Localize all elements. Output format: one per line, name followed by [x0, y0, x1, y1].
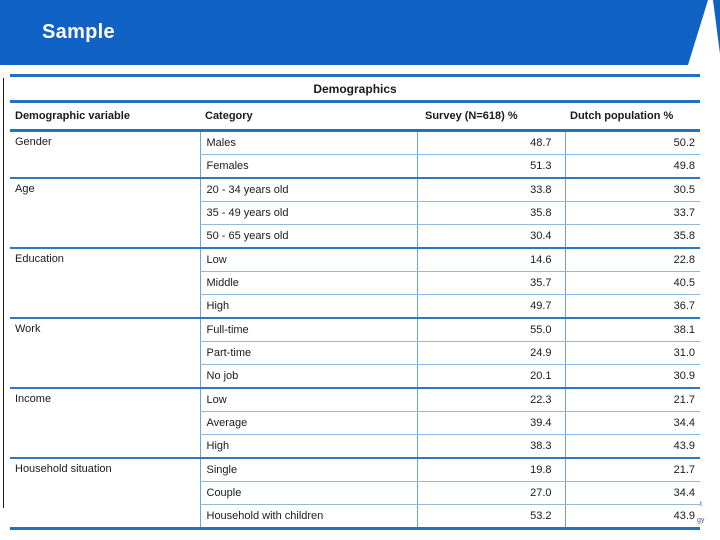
category-cell: Males	[199, 130, 417, 155]
category-cell: Low	[199, 388, 417, 412]
population-cell: 30.5	[564, 178, 701, 202]
population-cell: 30.9	[564, 364, 701, 389]
variable-cell: Age	[10, 178, 200, 249]
population-cell: 31.0	[564, 341, 701, 365]
survey-cell: 33.8	[416, 178, 565, 202]
survey-cell: 22.3	[416, 388, 565, 412]
population-cell: 49.8	[564, 154, 701, 179]
survey-cell: 55.0	[416, 318, 565, 342]
slide-title: Sample	[42, 21, 115, 43]
survey-cell: 24.9	[416, 341, 565, 365]
survey-cell: 53.2	[416, 504, 565, 530]
population-cell: 40.5	[564, 271, 701, 295]
variable-cell: Income	[10, 388, 200, 459]
table-row: High 49.7 36.7	[10, 294, 701, 319]
population-cell: 34.4	[564, 481, 701, 505]
survey-cell: 48.7	[416, 130, 565, 155]
survey-cell: 51.3	[416, 154, 565, 179]
table-row: Middle 35.7 40.5	[10, 271, 701, 295]
left-edge-rule	[3, 78, 4, 508]
category-cell: Low	[199, 248, 417, 272]
table-row: Part-time 24.9 31.0	[10, 341, 701, 365]
category-cell: Part-time	[199, 341, 417, 365]
table-row: High 38.3 43.9	[10, 434, 701, 459]
population-cell: 21.7	[564, 388, 701, 412]
category-cell: Females	[199, 154, 417, 179]
table-row: Gender Males 48.7 50.2	[10, 130, 701, 179]
category-cell: Full-time	[199, 318, 417, 342]
table-row: Couple 27.0 34.4	[10, 481, 701, 505]
table-title-row: Demographics	[10, 74, 701, 103]
table-row: 50 - 65 years old 30.4 35.8	[10, 224, 701, 249]
survey-cell: 35.7	[416, 271, 565, 295]
demographics-table-container: Demographics Demographic variable Catego…	[10, 74, 701, 530]
table-row: Household with children 53.2 43.9	[10, 504, 701, 530]
category-cell: Average	[199, 411, 417, 435]
col-header-survey: Survey (N=618) %	[417, 101, 565, 132]
variable-cell: Gender	[10, 130, 200, 179]
col-header-category: Category	[200, 101, 417, 132]
table-row: 35 - 49 years old 35.8 33.7	[10, 201, 701, 225]
population-cell: 22.8	[564, 248, 701, 272]
category-cell: Household with children	[199, 504, 417, 530]
variable-cell: Education	[10, 248, 200, 319]
population-cell: 50.2	[564, 130, 701, 155]
survey-cell: 38.3	[416, 434, 565, 459]
survey-cell: 39.4	[416, 411, 565, 435]
table-row: Household situation Single 19.8 21.7	[10, 458, 701, 530]
category-cell: 20 - 34 years old	[199, 178, 417, 202]
table-title: Demographics	[10, 74, 701, 103]
survey-cell: 27.0	[416, 481, 565, 505]
clipped-footer-text-fragment: t	[700, 501, 702, 508]
slide-header-bar	[0, 0, 708, 65]
category-cell: 35 - 49 years old	[199, 201, 417, 225]
population-cell: 35.8	[564, 224, 701, 249]
category-cell: Couple	[199, 481, 417, 505]
table-row: Average 39.4 34.4	[10, 411, 701, 435]
variable-cell: Household situation	[10, 458, 200, 530]
population-cell: 36.7	[564, 294, 701, 319]
survey-cell: 35.8	[416, 201, 565, 225]
table-row: Females 51.3 49.8	[10, 154, 701, 179]
category-cell: Middle	[199, 271, 417, 295]
population-cell: 21.7	[564, 458, 701, 482]
survey-cell: 14.6	[416, 248, 565, 272]
table-header-row: Demographic variable Category Survey (N=…	[10, 101, 701, 132]
survey-cell: 30.4	[416, 224, 565, 249]
population-cell: 33.7	[564, 201, 701, 225]
survey-cell: 20.1	[416, 364, 565, 389]
population-cell: 43.9	[564, 504, 701, 530]
category-cell: High	[199, 434, 417, 459]
table-row: Age 20 - 34 years old 33.8 30.5	[10, 178, 701, 249]
col-header-population: Dutch population %	[565, 101, 701, 132]
category-cell: No job	[199, 364, 417, 389]
survey-cell: 19.8	[416, 458, 565, 482]
variable-cell: Work	[10, 318, 200, 389]
category-cell: Single	[199, 458, 417, 482]
clipped-footer-text-fragment: gy	[697, 517, 705, 524]
table-row: Work Full-time 55.0 38.1	[10, 318, 701, 389]
table-row: No job 20.1 30.9	[10, 364, 701, 389]
survey-cell: 49.7	[416, 294, 565, 319]
population-cell: 38.1	[564, 318, 701, 342]
demographics-table: Demographics Demographic variable Catego…	[10, 74, 701, 530]
table-row: Education Low 14.6 22.8	[10, 248, 701, 319]
population-cell: 43.9	[564, 434, 701, 459]
category-cell: High	[199, 294, 417, 319]
table-row: Income Low 22.3 21.7	[10, 388, 701, 459]
category-cell: 50 - 65 years old	[199, 224, 417, 249]
slide-header-corner-shape	[713, 0, 720, 54]
population-cell: 34.4	[564, 411, 701, 435]
col-header-variable: Demographic variable	[10, 101, 200, 132]
